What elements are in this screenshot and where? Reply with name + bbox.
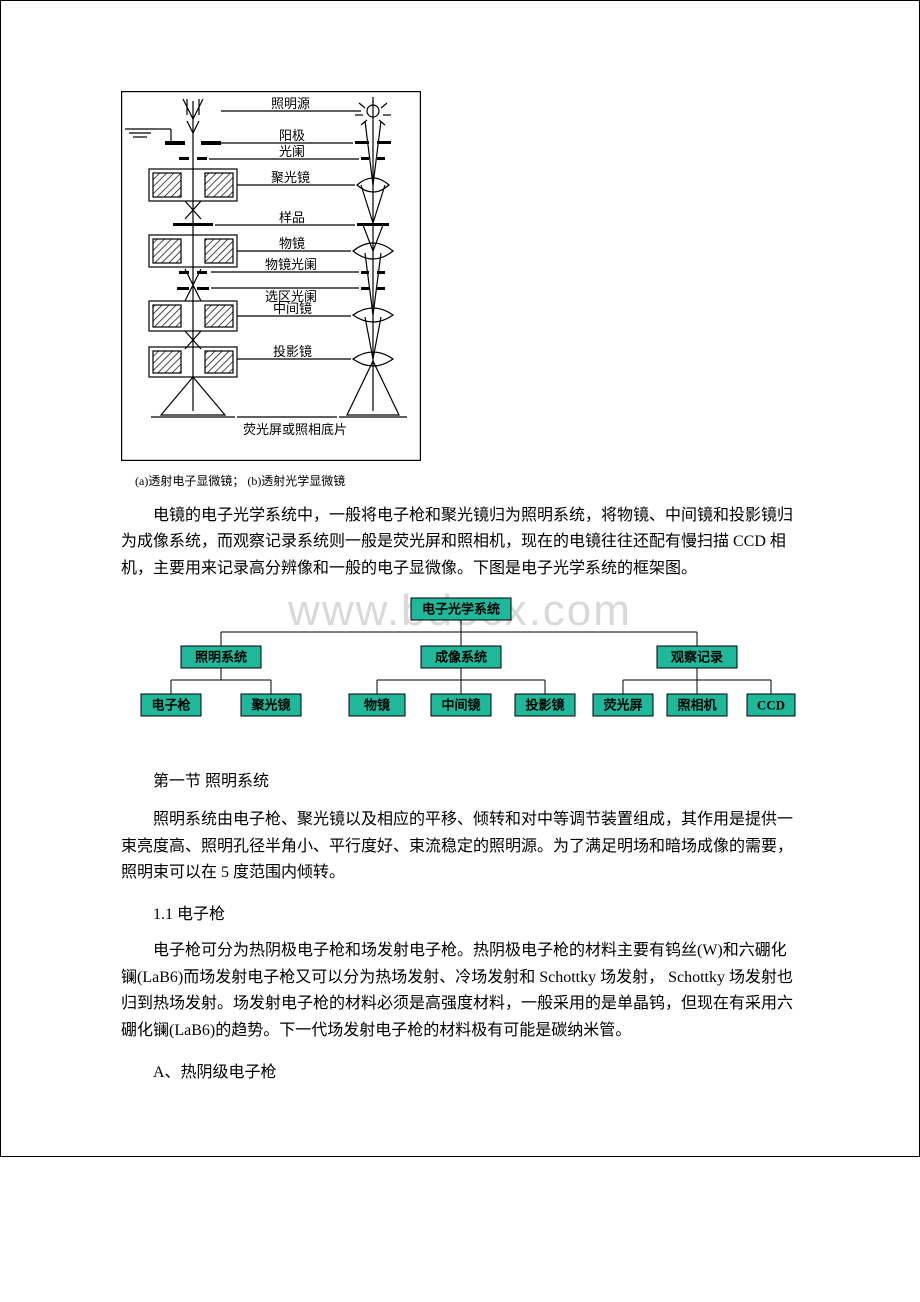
label-screen: 荧光屏或照相底片 <box>243 422 347 437</box>
hier-leaf-2-0: 荧光屏 <box>603 698 642 713</box>
label-objective: 物镜 <box>279 236 305 251</box>
label-condenser: 聚光镜 <box>271 170 310 185</box>
hier-leaf-0-0: 电子枪 <box>151 698 190 713</box>
hier-leaf-1-2: 投影镜 <box>525 698 564 713</box>
hier-leaf-1-0: 物镜 <box>364 698 390 713</box>
paragraph-2: 照明系统由电子枪、聚光镜以及相应的平移、倾转和对中等调节装置组成，其作用是提供一… <box>121 807 799 886</box>
hier-root: 电子光学系统 <box>422 602 500 617</box>
hier-mid-0: 照明系统 <box>195 650 247 665</box>
hier-leaf-2-1: 照相机 <box>677 698 716 713</box>
hier-leaf-1-1: 中间镜 <box>441 698 480 713</box>
hier-mid-1: 成像系统 <box>435 650 487 665</box>
hierarchy-diagram: 电子光学系统 照明系统 成像系统 观察记录 <box>121 594 801 749</box>
paragraph-1: 电镜的电子光学系统中，一般将电子枪和聚光镜归为照明系统，将物镜、中间镜和投影镜归… <box>121 503 799 582</box>
label-source: 照明源 <box>271 96 310 111</box>
subsection-1-1-title: 1.1 电子枪 <box>121 900 799 924</box>
hier-leaf-0-1: 聚光镜 <box>250 698 290 713</box>
schematic-caption: (a)透射电子显微镜； (b)透射光学显微镜 <box>135 472 799 489</box>
label-projector: 投影镜 <box>273 344 312 359</box>
section-1-title: 第一节 照明系统 <box>121 767 799 791</box>
label-obj-aperture: 物镜光阑 <box>265 257 317 272</box>
subsection-A-title: A、热阴级电子枪 <box>121 1058 799 1082</box>
paragraph-3: 电子枪可分为热阴极电子枪和场发射电子枪。热阴极电子枪的材料主要有钨丝(W)和六硼… <box>121 938 799 1044</box>
label-sample: 样品 <box>279 210 305 225</box>
em-schematic-figure: 照明源 阳极 光阑 聚光镜 样品 物镜 物镜光阑 选区光阑 <box>121 91 421 466</box>
label-anode: 阳极 <box>279 128 305 143</box>
hier-leaf-2-2: CCD <box>757 698 785 713</box>
label-aperture: 光阑 <box>279 144 305 159</box>
hier-mid-2: 观察记录 <box>671 650 723 665</box>
label-intermediate: 中间镜 <box>273 301 312 316</box>
